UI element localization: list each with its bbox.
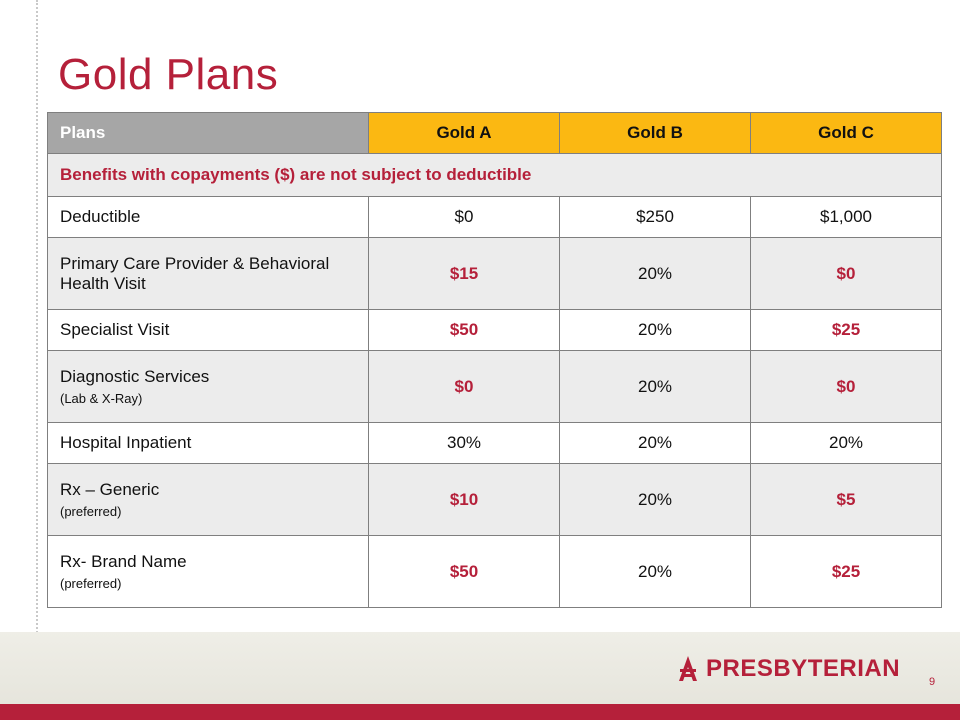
cell-gold-a: $50 [368,309,560,351]
cell-gold-a: $0 [368,196,560,238]
table-row: Rx- Brand Name (preferred) $50 20% $25 [47,535,942,608]
cell-gold-b: $250 [559,196,751,238]
header-gold-b: Gold B [559,112,751,154]
row-label-text: Diagnostic Services [60,367,210,386]
row-label: Specialist Visit [47,309,369,351]
header-gold-a: Gold A [368,112,560,154]
page-number: 9 [929,676,936,688]
cell-gold-b: 20% [559,350,751,423]
note-row: Benefits with copayments ($) are not sub… [47,153,942,197]
cell-gold-a: $0 [368,350,560,423]
cell-gold-c: $1,000 [750,196,942,238]
row-label: Primary Care Provider & Behavioral Healt… [47,237,369,310]
row-sublabel: (preferred) [60,504,122,519]
cell-gold-c: $0 [750,350,942,423]
table-row: Deductible $0 $250 $1,000 [47,196,942,238]
cell-gold-a: $50 [368,535,560,608]
row-sublabel: (Lab & X-Ray) [60,391,143,406]
row-label-text: Rx – Generic [60,480,160,499]
row-label-text: Hospital Inpatient [60,433,192,452]
footer-red-bar [0,704,960,720]
row-label: Rx – Generic (preferred) [47,463,369,536]
table-row: Hospital Inpatient 30% 20% 20% [47,422,942,464]
cell-gold-c: $0 [750,237,942,310]
row-label-text: Deductible [60,207,141,226]
row-sublabel: (preferred) [60,576,122,591]
cell-gold-b: 20% [559,535,751,608]
copay-note: Benefits with copayments ($) are not sub… [47,153,942,197]
cell-gold-b: 20% [559,422,751,464]
presbyterian-logo: PRESBYTERIAN [676,654,900,684]
cell-gold-c: $5 [750,463,942,536]
table-header-row: Plans Gold A Gold B Gold C [47,112,942,154]
presbyterian-cross-icon [679,656,697,681]
row-label: Rx- Brand Name (preferred) [47,535,369,608]
header-gold-c: Gold C [750,112,942,154]
header-plans: Plans [47,112,369,154]
cell-gold-b: 20% [559,309,751,351]
cell-gold-b: 20% [559,463,751,536]
cell-gold-c: 20% [750,422,942,464]
cell-gold-a: $10 [368,463,560,536]
table-row: Rx – Generic (preferred) $10 20% $5 [47,463,942,536]
cell-gold-c: $25 [750,309,942,351]
row-label-text: Rx- Brand Name [60,552,187,571]
cell-gold-a: $15 [368,237,560,310]
table-row: Primary Care Provider & Behavioral Healt… [47,237,942,310]
row-label-text: Specialist Visit [60,320,170,339]
table-row: Specialist Visit $50 20% $25 [47,309,942,351]
table-row: Diagnostic Services (Lab & X-Ray) $0 20%… [47,350,942,423]
cell-gold-b: 20% [559,237,751,310]
slide-footer [0,632,960,720]
row-label: Deductible [47,196,369,238]
row-label: Hospital Inpatient [47,422,369,464]
logo-wordmark: PRESBYTERIAN [706,655,901,682]
row-label-text: Primary Care Provider & Behavioral Healt… [60,253,330,293]
slide-title: Gold Plans [58,50,279,99]
row-label: Diagnostic Services (Lab & X-Ray) [47,350,369,423]
plans-table: Plans Gold A Gold B Gold C Benefits with… [47,112,942,608]
cell-gold-a: 30% [368,422,560,464]
left-dotted-guide [36,0,38,640]
cell-gold-c: $25 [750,535,942,608]
